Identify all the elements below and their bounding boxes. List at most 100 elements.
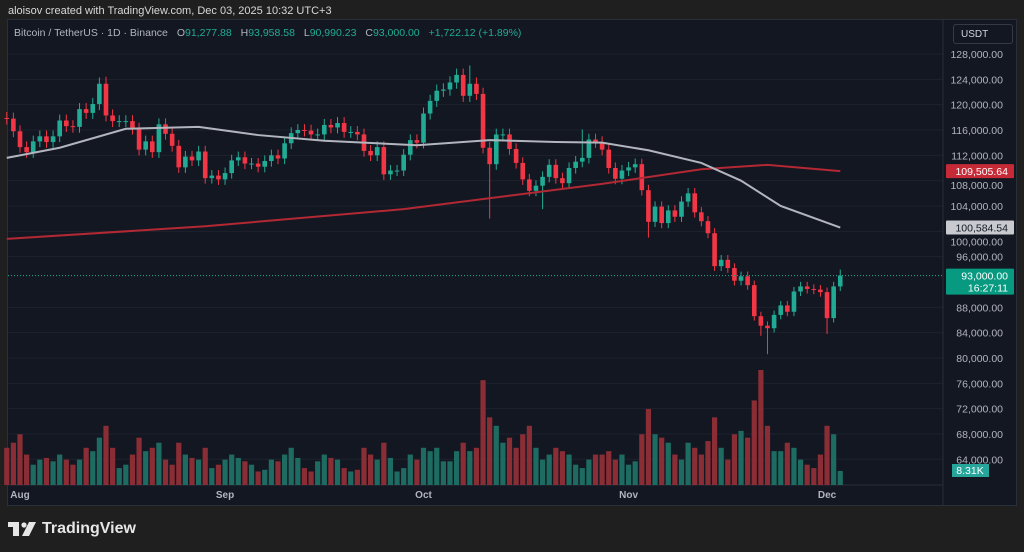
- candle-body: [679, 201, 684, 217]
- candle-body: [302, 129, 307, 131]
- volume-bar: [10, 442, 16, 485]
- candle-body: [732, 268, 737, 281]
- candle-body: [44, 136, 49, 143]
- volume-bar: [764, 425, 771, 485]
- tradingview-logo: TradingView: [8, 520, 136, 538]
- candle-body: [632, 164, 638, 168]
- candle-body: [229, 160, 234, 174]
- candle-body: [150, 141, 155, 153]
- candle-body: [50, 136, 56, 143]
- candle-body: [758, 316, 764, 326]
- volume-bar: [778, 451, 784, 485]
- volume-bar: [645, 408, 652, 485]
- candle-body: [573, 161, 578, 168]
- volume-bar: [162, 459, 169, 485]
- volume-bar: [374, 459, 380, 485]
- chart-credit: aloisov created with TradingView.com, De…: [8, 5, 332, 17]
- candle-body: [520, 162, 526, 180]
- volume-bar: [136, 437, 142, 485]
- volume-bar: [639, 434, 645, 485]
- price-axis-label: 108,000.00: [950, 180, 1003, 192]
- volume-bar: [37, 459, 43, 485]
- currency-button[interactable]: USDT: [953, 24, 1013, 44]
- low-value: 90,990.23: [309, 27, 357, 39]
- volume-bar: [711, 417, 718, 485]
- candle-body: [613, 167, 618, 179]
- volume-bar: [453, 451, 460, 485]
- price-axis-label: 104,000.00: [950, 201, 1003, 213]
- logo-text: TradingView: [42, 520, 136, 537]
- candle-body: [262, 161, 268, 167]
- volume-bar: [539, 459, 546, 485]
- volume-bar: [262, 469, 268, 485]
- volume-bar: [784, 442, 790, 485]
- volume-bar: [506, 437, 513, 485]
- symbol-legend: Bitcoin / TetherUS · 1D · Binance O91,27…: [14, 27, 521, 39]
- candle-body: [169, 133, 175, 146]
- candle-body: [315, 134, 320, 136]
- symbol-name[interactable]: Bitcoin / TetherUS · 1D · Binance: [14, 27, 168, 39]
- volume-bar: [110, 447, 116, 485]
- candle-body: [480, 93, 486, 148]
- volume-bar: [4, 447, 10, 485]
- change-value: +1,722.12 (+1.89%): [428, 27, 522, 39]
- candle-body: [24, 147, 29, 153]
- volume-bar: [559, 451, 566, 485]
- candle-body: [97, 83, 102, 105]
- volume-bar: [70, 464, 76, 485]
- candle-body: [249, 163, 254, 165]
- volume-bar: [811, 468, 817, 485]
- volume-bar: [553, 447, 559, 485]
- candle-body: [771, 314, 777, 329]
- volume-bar: [745, 437, 751, 485]
- candle-body: [348, 131, 354, 133]
- volume-bar: [129, 454, 136, 485]
- time-axis-label-nov: Nov: [619, 490, 638, 501]
- candle-body: [130, 121, 135, 129]
- last-price-badge-text: 16:27:11: [968, 283, 1008, 295]
- volume-bar: [612, 459, 618, 485]
- chart-panel[interactable]: [7, 19, 1017, 506]
- close-value: 93,000.00: [372, 27, 420, 39]
- candle-body: [341, 123, 347, 132]
- candle-body: [527, 179, 532, 191]
- volume-bar: [156, 442, 162, 485]
- price-axis-label: 84,000.00: [956, 328, 1003, 340]
- price-axis-label: 68,000.00: [956, 429, 1003, 441]
- candle-body: [222, 173, 228, 180]
- volume-bar: [334, 459, 341, 485]
- volume-bar: [381, 442, 387, 485]
- ma-fast-badge-text: 100,584.54: [955, 223, 1008, 235]
- candle-body: [189, 156, 195, 161]
- candle-body: [143, 141, 148, 150]
- candle-body: [282, 143, 287, 159]
- volume-bar: [758, 370, 764, 485]
- volume-bar: [420, 447, 427, 485]
- candle-body: [103, 83, 109, 116]
- candle-body: [586, 139, 592, 158]
- volume-bar: [797, 459, 804, 485]
- candle-body: [745, 276, 750, 286]
- high-value: 93,958.58: [248, 27, 295, 39]
- volume-bar: [440, 461, 446, 485]
- volume-bar: [50, 461, 56, 485]
- ma-slow-badge: [946, 164, 1014, 179]
- candle-body: [202, 151, 208, 179]
- volume-bar: [248, 464, 255, 485]
- candle-body: [454, 74, 459, 83]
- volume-bar: [533, 447, 539, 485]
- volume-bar: [202, 447, 208, 485]
- price-axis-label: 72,000.00: [956, 404, 1003, 416]
- volume-bar: [751, 400, 757, 485]
- candle-body: [255, 163, 261, 167]
- candle-body: [540, 176, 545, 186]
- volume-bar: [625, 464, 632, 485]
- volume-bar: [282, 454, 288, 485]
- candle-body: [355, 131, 360, 135]
- candle-body: [216, 175, 221, 180]
- candle-body: [659, 206, 664, 224]
- candle-body: [77, 109, 82, 127]
- price-axis-label: 64,000.00: [956, 454, 1003, 466]
- volume-bar: [791, 447, 797, 485]
